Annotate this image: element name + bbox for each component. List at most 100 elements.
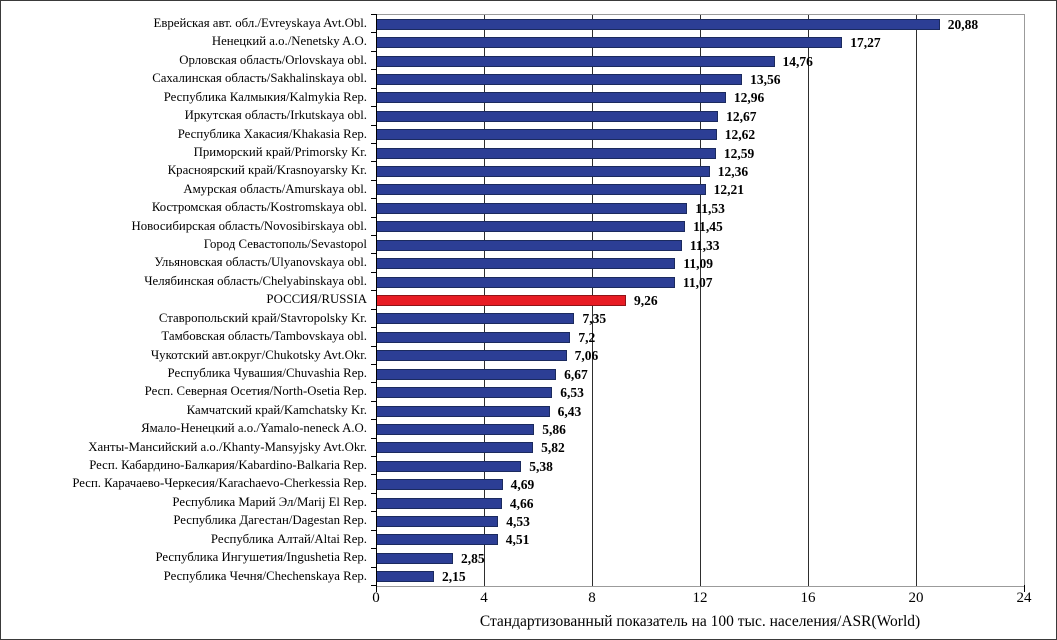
category-label: Красноярский край/Krasnoyarsky Kr. [167,163,367,178]
category-label: Камчатский край/Kamchatsky Kr. [186,402,367,417]
y-axis-tick [371,382,376,383]
bar [376,460,522,472]
y-axis-tick [371,530,376,531]
y-axis-tick [371,143,376,144]
y-axis-tick [371,51,376,52]
category-label: Иркутская область/Irkutskaya obl. [184,108,367,123]
category-label: Ненецкий а.о./Nenetsky A.O. [211,34,367,49]
gridline [700,15,701,586]
y-axis-tick [371,419,376,420]
value-label: 11,53 [695,200,725,216]
y-axis-tick [371,474,376,475]
gridline [808,15,809,586]
category-label: Новосибирская область/Novosibirskaya obl… [131,218,367,233]
x-tick-label: 0 [372,590,380,606]
bar [376,92,726,104]
value-label: 5,82 [541,440,565,456]
y-axis-tick [371,585,376,586]
value-label: 9,26 [634,293,658,308]
y-axis-line [376,14,377,592]
value-label: 4,69 [510,477,535,493]
bar [376,276,675,288]
category-label: Ямало-Ненецкий а.о./Yamalo-neneck A.O. [141,421,367,436]
bar [376,368,557,380]
bar [376,350,567,362]
value-label: 12,67 [726,108,757,124]
category-label: Еврейская авт. обл./Evreyskaya Avt.Obl. [153,16,367,30]
bar [376,479,503,491]
bar [376,55,775,67]
value-label: 14,76 [782,53,813,69]
category-label: Чукотский авт.округ/Chukotsky Avt.Okr. [150,347,367,362]
category-labels-column: Еврейская авт. обл./Evreyskaya Avt.Obl. Н… [1,14,369,585]
y-axis-tick [371,511,376,512]
value-label: 11,33 [689,237,720,253]
category-label: Респ. Северная Осетия/North-Osetia Rep. [144,384,367,399]
value-label: 11,07 [682,274,713,290]
bar [376,387,553,399]
bar-highlight [376,295,627,306]
y-axis-tick [371,235,376,236]
y-axis-tick [371,14,376,15]
category-label: Ханты-Мансийский а.о./Khanty-Mansyjsky A… [88,439,367,454]
value-label: 6,43 [557,403,582,419]
bar [376,129,717,141]
category-label: Республика Алтай/Altai Rep. [210,531,367,546]
value-label: 2,85 [460,550,485,566]
y-axis-tick [371,198,376,199]
category-label: Орловская область/Orlovskaya obl. [179,52,367,67]
bar [376,313,575,325]
value-label: 5,86 [542,421,566,437]
category-label: Сахалинская область/Sakhalinskaya obl. [152,71,367,86]
y-axis-tick [371,567,376,568]
value-label: 12,96 [733,90,765,106]
value-label: 12,21 [713,182,745,198]
y-axis-tick [371,364,376,365]
y-axis-tick [371,346,376,347]
y-axis-tick [371,456,376,457]
y-axis-tick [371,309,376,310]
value-label: 7,2 [578,329,596,345]
y-axis-tick [371,106,376,107]
value-label: 6,67 [564,366,588,382]
category-label: Республика Марий Эл/Marij El Rep. [172,494,367,509]
bar [376,516,499,528]
bar [376,258,676,270]
y-axis-tick [371,125,376,126]
category-label: Респ. Карачаево-Черкесия/Karachaevo-Cher… [72,476,367,491]
category-label: Республика Дагестан/Dagestan Rep. [173,513,367,528]
category-label: РОССИЯ/RUSSIA [266,292,367,307]
y-axis-tick [371,180,376,181]
gridline [916,15,917,586]
bar [376,18,940,30]
bar [376,552,453,564]
x-tick-label: 16 [800,590,816,606]
category-label: Республика Чечня/Chechenskaya Rep. [163,568,367,583]
x-tick-label: 8 [588,590,596,606]
bar [376,37,843,49]
category-label: Республика Хакасия/Khakasia Rep. [177,126,367,141]
x-tick-label: 20 [908,590,924,606]
y-axis-tick [371,438,376,439]
bar [376,221,686,233]
bar [376,184,706,196]
category-label: Приморский край/Primorsky Kr. [193,144,367,159]
category-label: Амурская область/Amurskaya obl. [183,181,367,196]
bar [376,405,550,417]
value-label: 12,62 [724,127,756,143]
y-axis-tick [371,217,376,218]
y-axis-tick [371,290,376,291]
y-axis-tick [371,327,376,328]
value-label: 6,53 [560,385,584,401]
bar [376,166,710,178]
bar [376,571,435,583]
y-axis-tick [371,272,376,273]
category-label: Ульяновская область/Ulyanovskaya obl. [154,255,367,270]
value-label: 4,51 [505,532,530,548]
category-label: Респ. Кабардино-Балкария/Kabardino-Balka… [89,458,367,473]
y-axis-tick [371,32,376,33]
x-tick-label: 24 [1016,590,1032,606]
value-label: 12,59 [723,145,755,161]
bar [376,497,502,509]
